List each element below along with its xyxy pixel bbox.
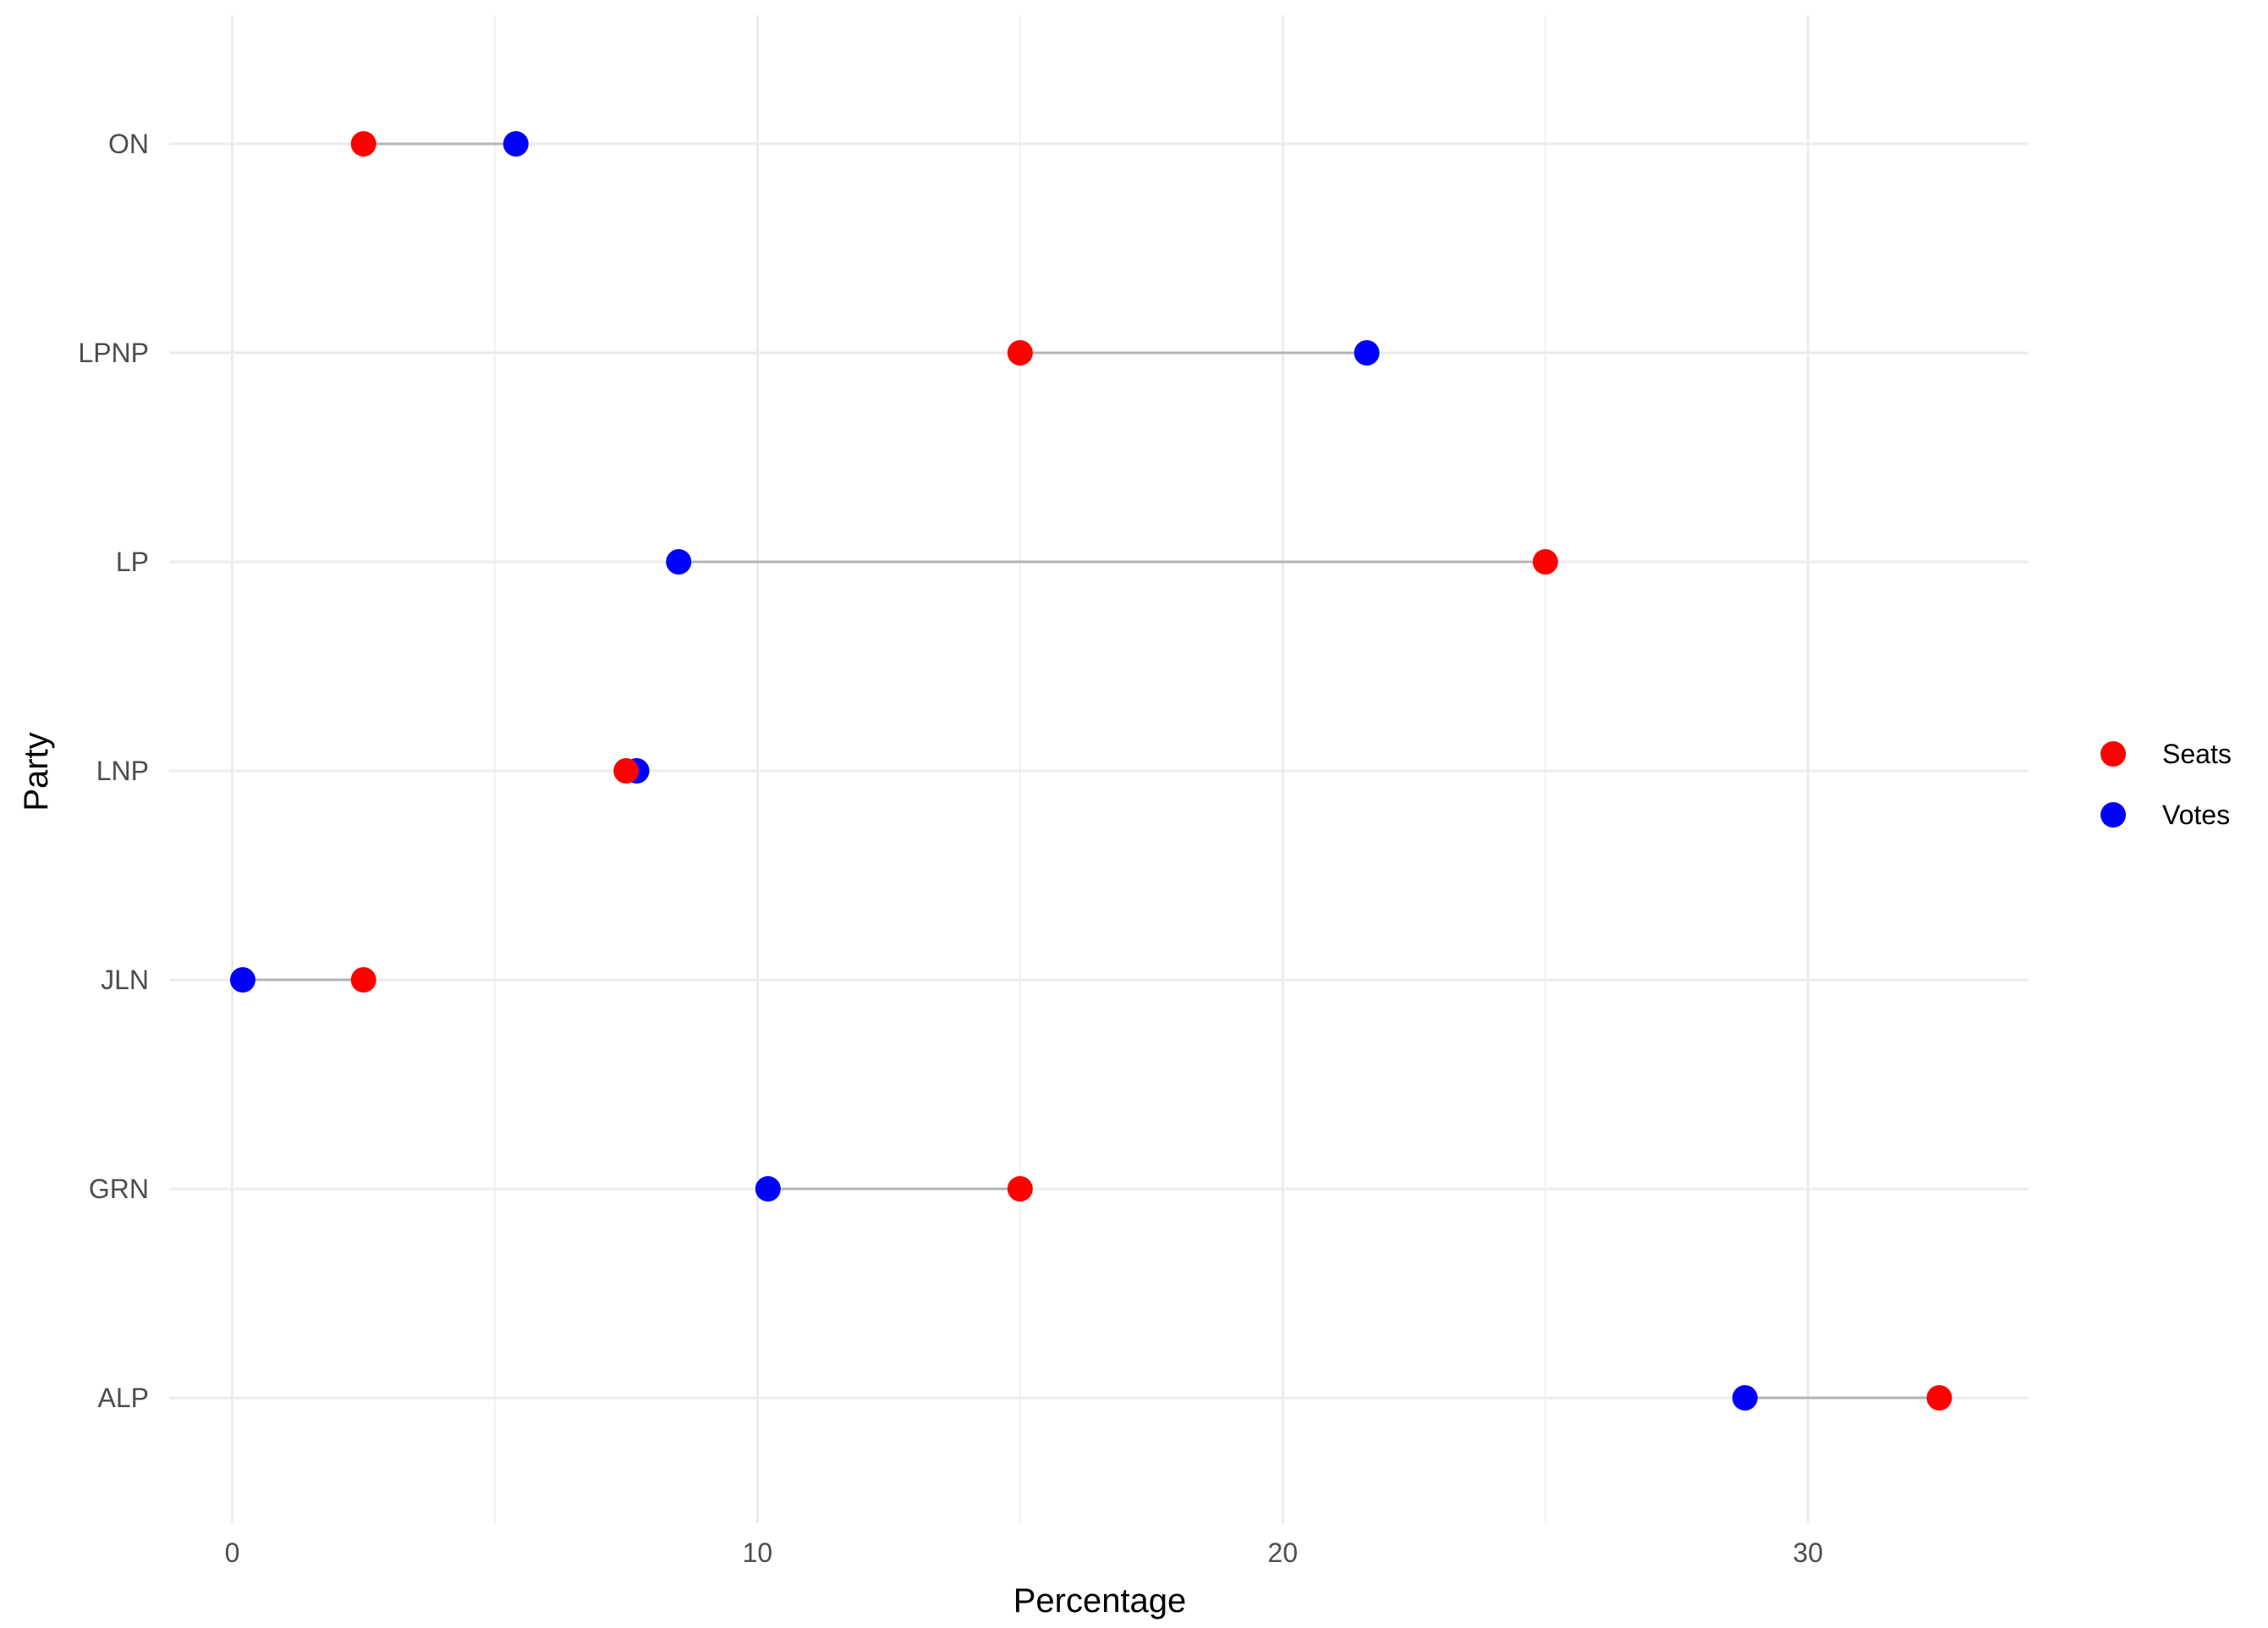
y-tick-label: ALP [98,1383,149,1413]
minor-gridlines [493,15,1546,1523]
x-tick-label: 30 [1793,1537,1823,1568]
major-gridlines [169,15,2029,1523]
point-seats [350,131,376,157]
point-votes [229,967,255,993]
point-votes [502,131,529,157]
x-tick-label: 20 [1268,1537,1299,1568]
point-votes [1354,340,1380,366]
legend-marker-votes [2101,802,2126,828]
x-axis-tick-labels: 0 10 20 30 [225,1537,1823,1568]
y-tick-label: ON [108,129,149,159]
point-seats [1532,549,1558,575]
point-seats [1926,1385,1952,1411]
point-seats [1007,340,1033,366]
point-seats [1007,1176,1033,1202]
x-tick-label: 0 [225,1537,240,1568]
legend-label-seats: Seats [2162,739,2232,769]
point-votes [666,549,692,575]
point-votes [755,1176,781,1202]
point-votes [1732,1385,1758,1411]
y-axis-tick-labels: ON LPNP LP LNP JLN GRN ALP [78,129,149,1413]
legend-marker-seats [2101,741,2126,767]
x-axis-title: Percentage [1013,1582,1187,1620]
y-tick-label: LP [116,547,149,577]
legend: Seats Votes [2101,739,2232,830]
y-tick-label: GRN [89,1174,149,1204]
y-tick-label: LNP [96,756,149,786]
data-points [229,131,1952,1411]
y-tick-label: LPNP [78,338,149,368]
legend-label-votes: Votes [2162,800,2230,830]
y-tick-label: JLN [101,965,149,995]
y-axis-title: Party [18,732,55,811]
point-seats [350,967,376,993]
point-seats [613,758,640,784]
x-tick-label: 10 [743,1537,773,1568]
